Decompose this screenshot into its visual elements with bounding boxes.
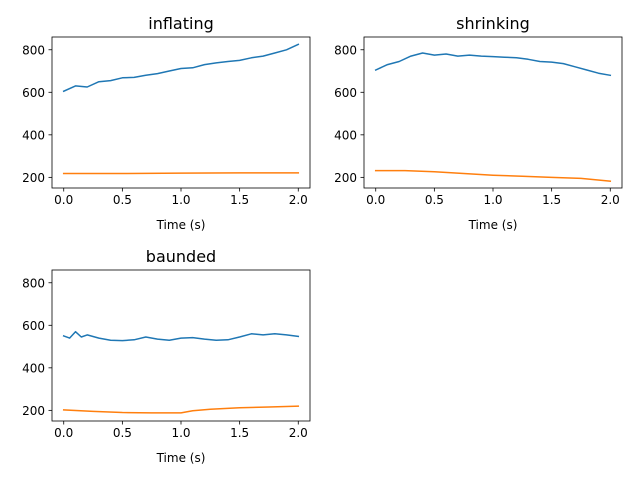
subplot-2: 0.0 0.5 1.0 1.5 2.0 200 400 600 800 shrinking Time… bbox=[334, 14, 623, 232]
y-tick-label: 400 bbox=[22, 361, 45, 375]
x-tick-label: 1.0 bbox=[171, 193, 190, 207]
y-tick-label: 200 bbox=[334, 171, 357, 185]
series-line-2 bbox=[374, 169, 612, 183]
x-tick-label: 0.0 bbox=[366, 193, 385, 207]
y-tick-label: 400 bbox=[22, 128, 45, 142]
series-line-1 bbox=[62, 330, 300, 342]
series-line-1 bbox=[374, 52, 612, 77]
y-tick-label: 600 bbox=[334, 86, 357, 100]
x-tick-label: 0.0 bbox=[54, 193, 73, 207]
chart-title: inflating bbox=[148, 14, 213, 33]
y-tick-label: 200 bbox=[22, 171, 45, 185]
chart-title: shrinking bbox=[456, 14, 530, 33]
x-tick-label: 1.0 bbox=[483, 193, 502, 207]
y-tick-label: 400 bbox=[334, 128, 357, 142]
series-line-1 bbox=[62, 43, 300, 93]
x-axis-label: Time (s) bbox=[468, 218, 518, 232]
subplot-3: 0.0 0.5 1.0 1.5 2.0 200 400 600 800 baunded Time (… bbox=[22, 247, 311, 465]
x-tick-label: 0.5 bbox=[425, 193, 444, 207]
x-tick-label: 2.0 bbox=[601, 193, 620, 207]
subplot-1: 0.0 0.5 1.0 1.5 2.0 200 400 600 800 inflating Time… bbox=[22, 14, 311, 232]
series-line-2 bbox=[62, 172, 300, 175]
chart-title: baunded bbox=[146, 247, 216, 266]
y-tick-label: 600 bbox=[22, 319, 45, 333]
x-tick-label: 1.0 bbox=[171, 426, 190, 440]
y-tick-label: 800 bbox=[22, 43, 45, 57]
plot-frame bbox=[51, 36, 311, 189]
x-tick-label: 0.0 bbox=[54, 426, 73, 440]
y-tick-label: 200 bbox=[22, 404, 45, 418]
y-tick-label: 800 bbox=[334, 43, 357, 57]
plot-frame bbox=[51, 269, 311, 422]
x-tick-label: 1.5 bbox=[230, 426, 249, 440]
y-tick-label: 600 bbox=[22, 86, 45, 100]
x-tick-label: 1.5 bbox=[230, 193, 249, 207]
x-tick-label: 1.5 bbox=[542, 193, 561, 207]
x-tick-label: 0.5 bbox=[113, 193, 132, 207]
series-line-2 bbox=[62, 405, 300, 414]
y-tick-label: 800 bbox=[22, 276, 45, 290]
x-tick-label: 2.0 bbox=[289, 426, 308, 440]
x-tick-label: 2.0 bbox=[289, 193, 308, 207]
x-tick-label: 0.5 bbox=[113, 426, 132, 440]
x-axis-label: Time (s) bbox=[156, 218, 206, 232]
x-axis-label: Time (s) bbox=[156, 451, 206, 465]
